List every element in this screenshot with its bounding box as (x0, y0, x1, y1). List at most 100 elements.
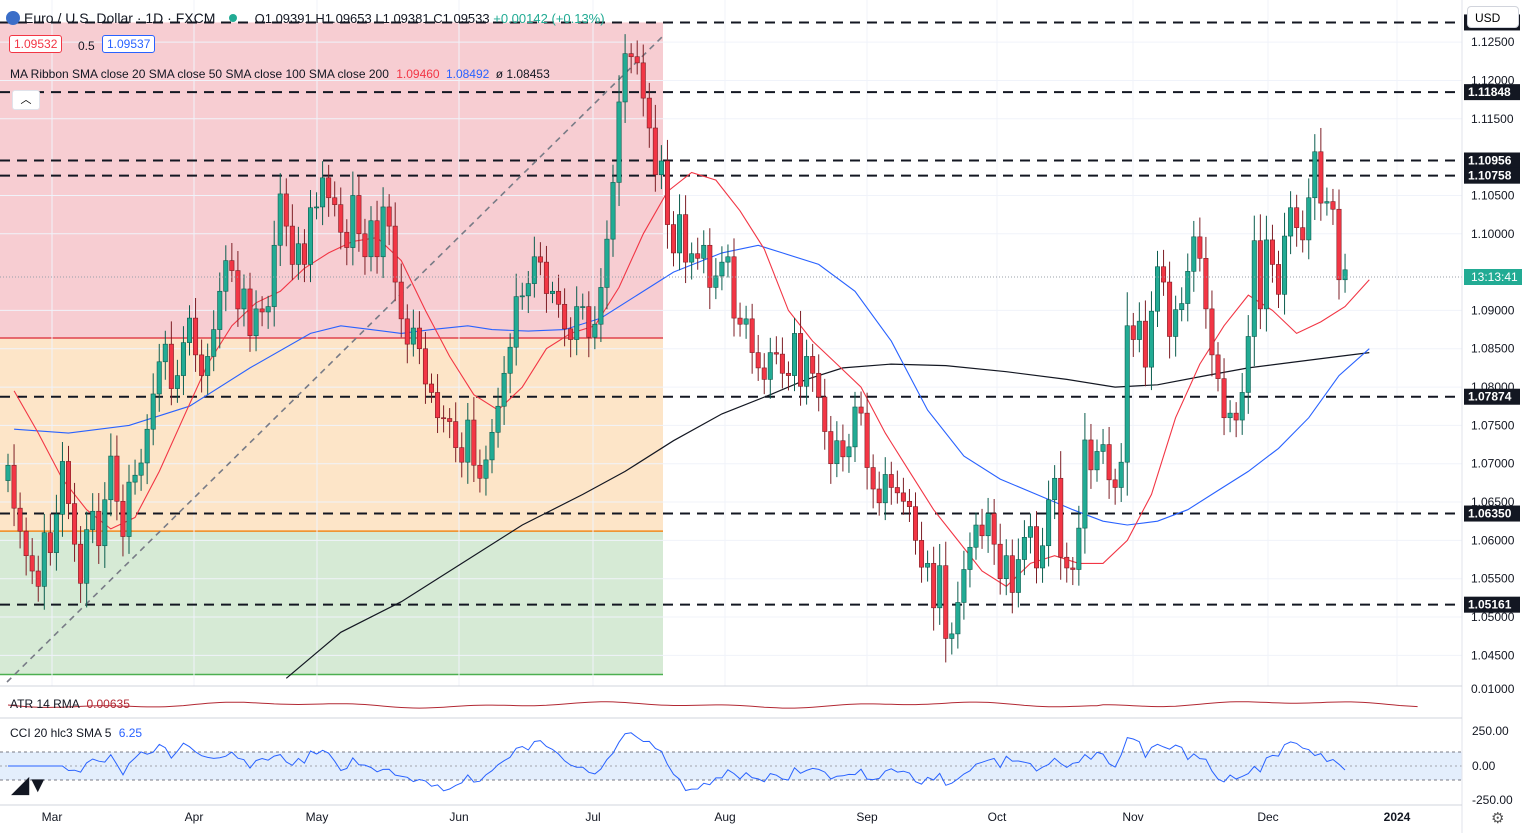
candle (265, 295, 271, 329)
candle (592, 306, 598, 350)
candle (180, 326, 186, 396)
candle (610, 164, 616, 257)
candle (810, 343, 816, 392)
ma-value-100-prefix: ø (495, 67, 504, 81)
candle (35, 555, 41, 602)
candle (791, 317, 797, 392)
candle (1124, 292, 1130, 496)
candle (72, 482, 78, 562)
candle (556, 274, 562, 318)
symbol-header[interactable]: Euro / U.S. Dollar · 1D · FXCM O1.09391 … (6, 10, 605, 26)
cci-value: 6.25 (118, 726, 143, 740)
candle (828, 415, 834, 484)
countdown-label: 13:13:41 (1464, 269, 1522, 285)
candle (174, 359, 180, 403)
collapse-legend-button[interactable]: ︿ (12, 90, 40, 110)
candle (683, 195, 689, 284)
candle (1015, 538, 1021, 608)
atr-legend[interactable]: ATR 14 RMA 0.00635 (10, 697, 130, 711)
candle (1179, 287, 1185, 322)
candle (307, 190, 313, 283)
symbol-title: Euro / U.S. Dollar · 1D · FXCM (24, 10, 216, 26)
cci-legend[interactable]: CCI 20 hlc3 SMA 5 6.25 (10, 726, 142, 740)
candle (852, 391, 858, 463)
candle (912, 492, 918, 555)
ask-price-box[interactable]: 1.09537 (102, 35, 156, 53)
candle (138, 448, 144, 491)
candle (453, 402, 459, 463)
candle (132, 459, 138, 495)
x-tick-label: Apr (185, 810, 204, 824)
gear-icon[interactable]: ⚙ (1491, 810, 1505, 827)
level-price-label: 1.10758 (1464, 167, 1520, 184)
candle (537, 242, 543, 276)
currency-label: USD (1475, 11, 1501, 25)
candle (882, 457, 888, 521)
ma-value-50: 1.08492 (445, 67, 490, 81)
candle (725, 244, 731, 278)
candle (78, 526, 84, 603)
candle (622, 34, 628, 123)
candle (428, 373, 434, 403)
candle (11, 444, 17, 527)
candle (326, 164, 332, 217)
candle (1106, 427, 1112, 499)
candle (1142, 300, 1148, 387)
candle (713, 258, 719, 300)
candle (314, 192, 320, 220)
candle (338, 187, 344, 250)
currency-selector[interactable]: USD (1467, 6, 1519, 28)
candle (1118, 443, 1124, 503)
candle (991, 498, 997, 565)
candle (289, 204, 295, 281)
y-tick-label: 1.07500 (1471, 418, 1515, 432)
candle (1136, 302, 1142, 353)
candle (931, 546, 937, 631)
candle (1324, 187, 1330, 216)
candle (695, 237, 701, 270)
candle (477, 449, 483, 493)
candle (398, 263, 404, 338)
candle (949, 622, 955, 655)
candle (652, 104, 658, 192)
candle (1221, 358, 1227, 436)
ma-ribbon-label: MA Ribbon SMA close 20 SMA close 50 SMA … (10, 67, 389, 81)
level-price-label: 1.06350 (1464, 505, 1520, 522)
bid-price-box[interactable]: 1.09532 (9, 35, 63, 53)
candle (235, 251, 241, 327)
candle (223, 245, 229, 312)
y-tick-label: 1.04500 (1471, 648, 1515, 662)
candle (1161, 249, 1167, 296)
candle (1100, 428, 1106, 464)
candle (350, 171, 356, 266)
candle (1185, 253, 1191, 322)
ohlc-change: +0.00142 (+0.13%) (493, 11, 605, 26)
candle (1245, 315, 1251, 414)
candle (513, 273, 519, 366)
candle (900, 477, 906, 515)
ohlc-low: L1.09381 (375, 11, 430, 26)
candle (23, 517, 29, 576)
candle (701, 230, 707, 274)
candle (144, 414, 150, 485)
candle (162, 330, 168, 380)
x-tick-label: Nov (1122, 810, 1143, 824)
y-tick-label: 1.12000 (1471, 73, 1515, 87)
candle (1233, 402, 1239, 438)
ma-value-20: 1.09460 (396, 67, 440, 81)
candle (785, 361, 791, 391)
candle (961, 550, 967, 620)
candle (967, 532, 973, 588)
candle (1269, 224, 1275, 283)
y-tick-label: 1.09000 (1471, 303, 1515, 317)
level-price-label: 1.05161 (1464, 596, 1520, 613)
y-tick-label: 1.08500 (1471, 342, 1515, 356)
candle (973, 512, 979, 560)
candle (410, 309, 416, 357)
candle (755, 334, 761, 381)
candle (707, 228, 713, 310)
ma-ribbon-legend[interactable]: MA Ribbon SMA close 20 SMA close 50 SMA … (10, 67, 550, 81)
cci-tick-label: 250.00 (1472, 724, 1509, 738)
x-tick-label: Oct (988, 810, 1007, 824)
